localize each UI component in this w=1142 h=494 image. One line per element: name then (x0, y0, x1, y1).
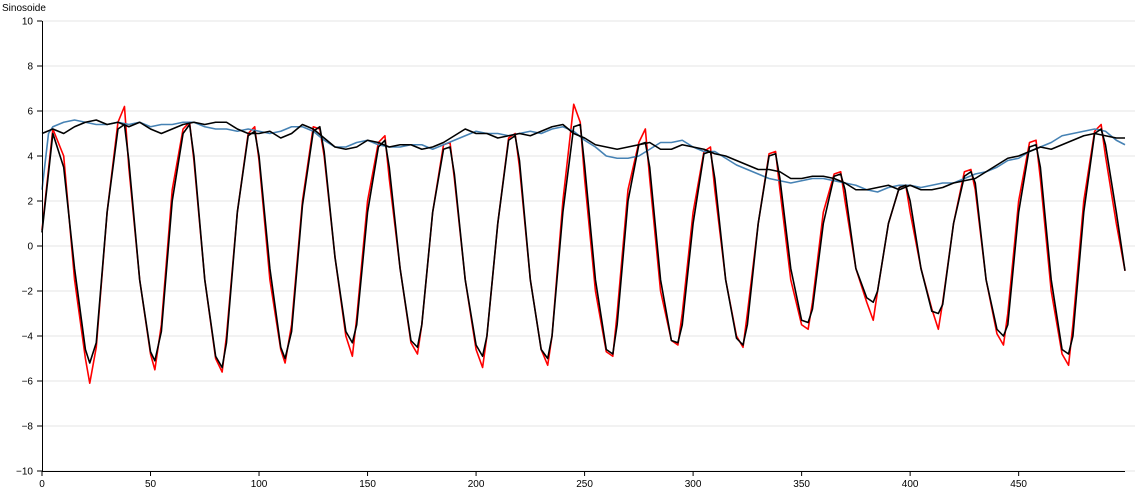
x-tick-label: 250 (576, 479, 593, 490)
y-tick-label: 4 (27, 152, 33, 163)
gridlines (42, 20, 1135, 472)
y-tick-label: −6 (22, 377, 34, 388)
series-line-3 (41, 123, 1126, 369)
y-tick-label: −8 (22, 422, 34, 433)
x-tick-label: 50 (145, 479, 157, 490)
y-tick-label: 0 (27, 242, 33, 253)
x-axis: 0 50 100 150 200 250 300 350 400 450 (39, 471, 1125, 490)
x-tick-label: 350 (793, 479, 810, 490)
series-line-1 (41, 103, 1126, 385)
series-lines (41, 103, 1126, 385)
x-tick-label: 150 (359, 479, 376, 490)
series-line-4 (41, 119, 1125, 191)
x-tick-label: 0 (39, 479, 45, 490)
y-tick-label: 6 (27, 107, 33, 118)
y-tick-label: 2 (27, 197, 33, 208)
y-tick-label: −10 (16, 467, 33, 478)
x-tick-label: 400 (902, 479, 919, 490)
x-tick-label: 450 (1010, 479, 1027, 490)
x-tick-label: 200 (468, 479, 485, 490)
x-tick-label: 100 (251, 479, 268, 490)
y-axis-title: Sinosoide (2, 3, 46, 14)
y-axis: −10 −8 −6 −4 −2 0 2 4 6 8 10 (16, 17, 43, 478)
x-tick-label: 300 (685, 479, 702, 490)
y-tick-label: −2 (22, 287, 34, 298)
y-tick-label: −4 (22, 332, 34, 343)
y-tick-label: 10 (22, 17, 34, 28)
y-tick-label: 8 (27, 62, 33, 73)
